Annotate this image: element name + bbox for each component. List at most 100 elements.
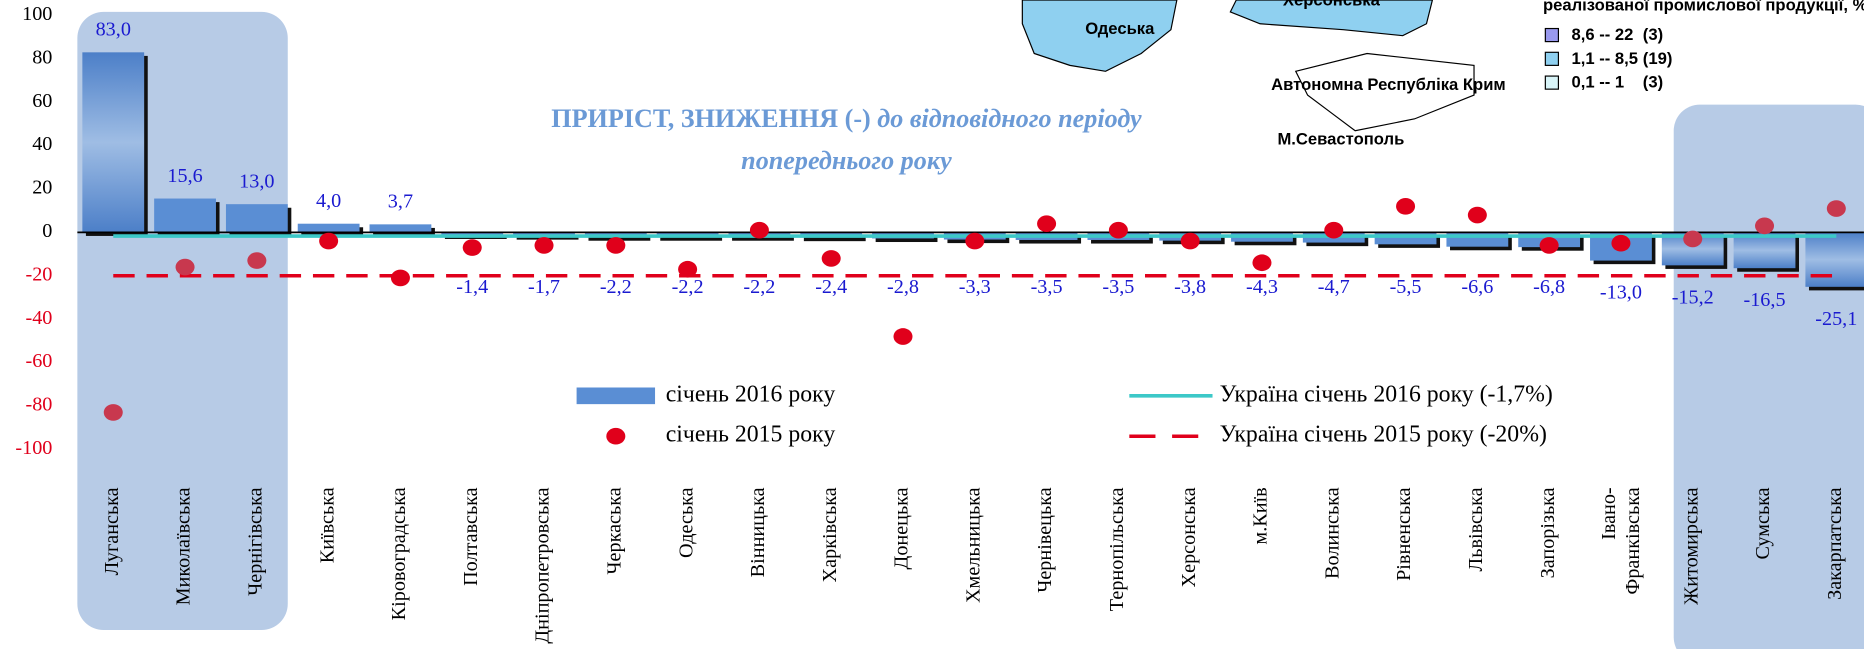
bar-shadow [875,235,938,243]
dot [1180,232,1200,250]
dot [1324,221,1344,239]
x-tick-label: Вінницька [747,487,769,577]
dot [534,237,554,254]
dot [103,404,123,421]
y-tick-label: -80 [25,394,52,416]
bar [1374,232,1437,245]
bar-shadow [803,235,866,242]
x-tick-label: Рівненська [1393,487,1415,581]
value-label: -2,2 [600,276,632,298]
bar [154,198,216,233]
chart-title: попереднього року [741,146,952,175]
y-tick-label: -40 [25,307,52,329]
map-region [1294,52,1475,132]
dot [462,239,482,256]
dot [893,328,913,345]
dot [965,232,985,250]
value-label: -2,2 [743,276,775,298]
value-label: -3,5 [1031,276,1063,298]
map-legend-count: (19) [1643,49,1673,68]
dot [319,232,339,250]
value-label: -2,8 [887,276,919,298]
bar [1733,232,1796,269]
dot [606,237,626,254]
x-tick-label: Запорізька [1537,487,1559,578]
x-tick-label: Кіровоградська [388,487,410,620]
x-tick-label: м.Київ [1250,487,1272,544]
title-part: ПРИРІСТ, ЗНИЖЕННЯ (-) [551,104,870,133]
x-tick-label: Житомирська [1680,487,1702,604]
dot [1539,237,1559,254]
value-label: -4,7 [1318,276,1350,298]
x-tick-label: Дніпропетровська [532,487,554,643]
dot [1108,221,1128,239]
map-legend-swatch [1544,75,1560,90]
x-tick-label: Сумська [1752,487,1774,559]
legend-swatch [576,387,656,405]
x-tick-label: Одеська [675,487,697,558]
value-label: -1,7 [528,276,560,298]
x-tick-label: Волинська [1321,487,1343,579]
map-label: Одеська [1085,19,1155,38]
y-tick-label: -20 [25,263,52,285]
value-label: 83,0 [96,19,131,41]
y-tick-label: 80 [32,46,52,68]
dot [1826,200,1846,217]
value-label: -6,8 [1533,276,1565,298]
legend-label: січень 2016 року [666,381,836,407]
dot [1252,254,1272,272]
dot [390,269,410,287]
value-label: -2,4 [815,276,847,298]
map-legend-swatch [1544,27,1560,43]
y-tick-label: -100 [15,437,52,459]
value-label: 3,7 [388,191,413,213]
value-label: -25,1 [1815,308,1857,330]
bar-shadow [732,235,794,241]
bar [369,224,432,233]
value-label: -6,6 [1461,276,1493,298]
label-line: Франківська [1622,487,1644,594]
x-tick-label: Тернопільська [1106,487,1128,611]
dot [821,250,841,267]
map-legend-title: реалізованої промислової продукції, % [1543,0,1864,14]
x-tick-label: Хмельницька [962,487,984,603]
y-tick-label: 40 [32,133,52,155]
x-tick-label: Закарпатська [1824,487,1846,600]
map-region [1229,0,1434,37]
value-label: -13,0 [1600,282,1642,304]
dot [1683,230,1703,248]
x-tick-label: Львівська [1465,487,1487,571]
value-label: 15,6 [167,165,202,187]
map-label: Херсонська [1283,0,1381,10]
dot [749,221,769,239]
y-tick-label: 60 [32,90,52,112]
bar [297,223,360,233]
dot [1396,198,1416,215]
value-label: -15,2 [1672,286,1714,308]
dot [175,258,195,276]
value-label: -1,4 [456,276,488,298]
legend-label: січень 2015 року [666,422,836,448]
legend-swatch [606,427,626,445]
map-label: Автономна Республіка Крим [1271,75,1506,94]
bar [1805,232,1864,287]
map-region [1021,0,1178,72]
legend-label: Україна січень 2015 року (-20%) [1220,422,1547,448]
legend-label: Україна січень 2016 року (-1,7%) [1220,381,1553,407]
x-tick-label: Херсонська [1178,487,1200,587]
x-tick-label: Чернігівська [244,487,266,596]
bar [225,204,288,233]
map-legend-count: (3) [1643,73,1663,92]
x-tick-label: Харківська [819,487,841,582]
map-legend-label: 0,1 -- 1 [1571,73,1624,92]
dot [1611,234,1631,252]
value-label: 13,0 [239,170,274,192]
y-tick-label: 0 [42,220,52,242]
bar [513,232,575,237]
y-tick-label: 20 [32,177,52,199]
dot [1037,215,1057,233]
bar-shadow [660,235,723,241]
map-legend-count: (3) [1643,25,1663,44]
